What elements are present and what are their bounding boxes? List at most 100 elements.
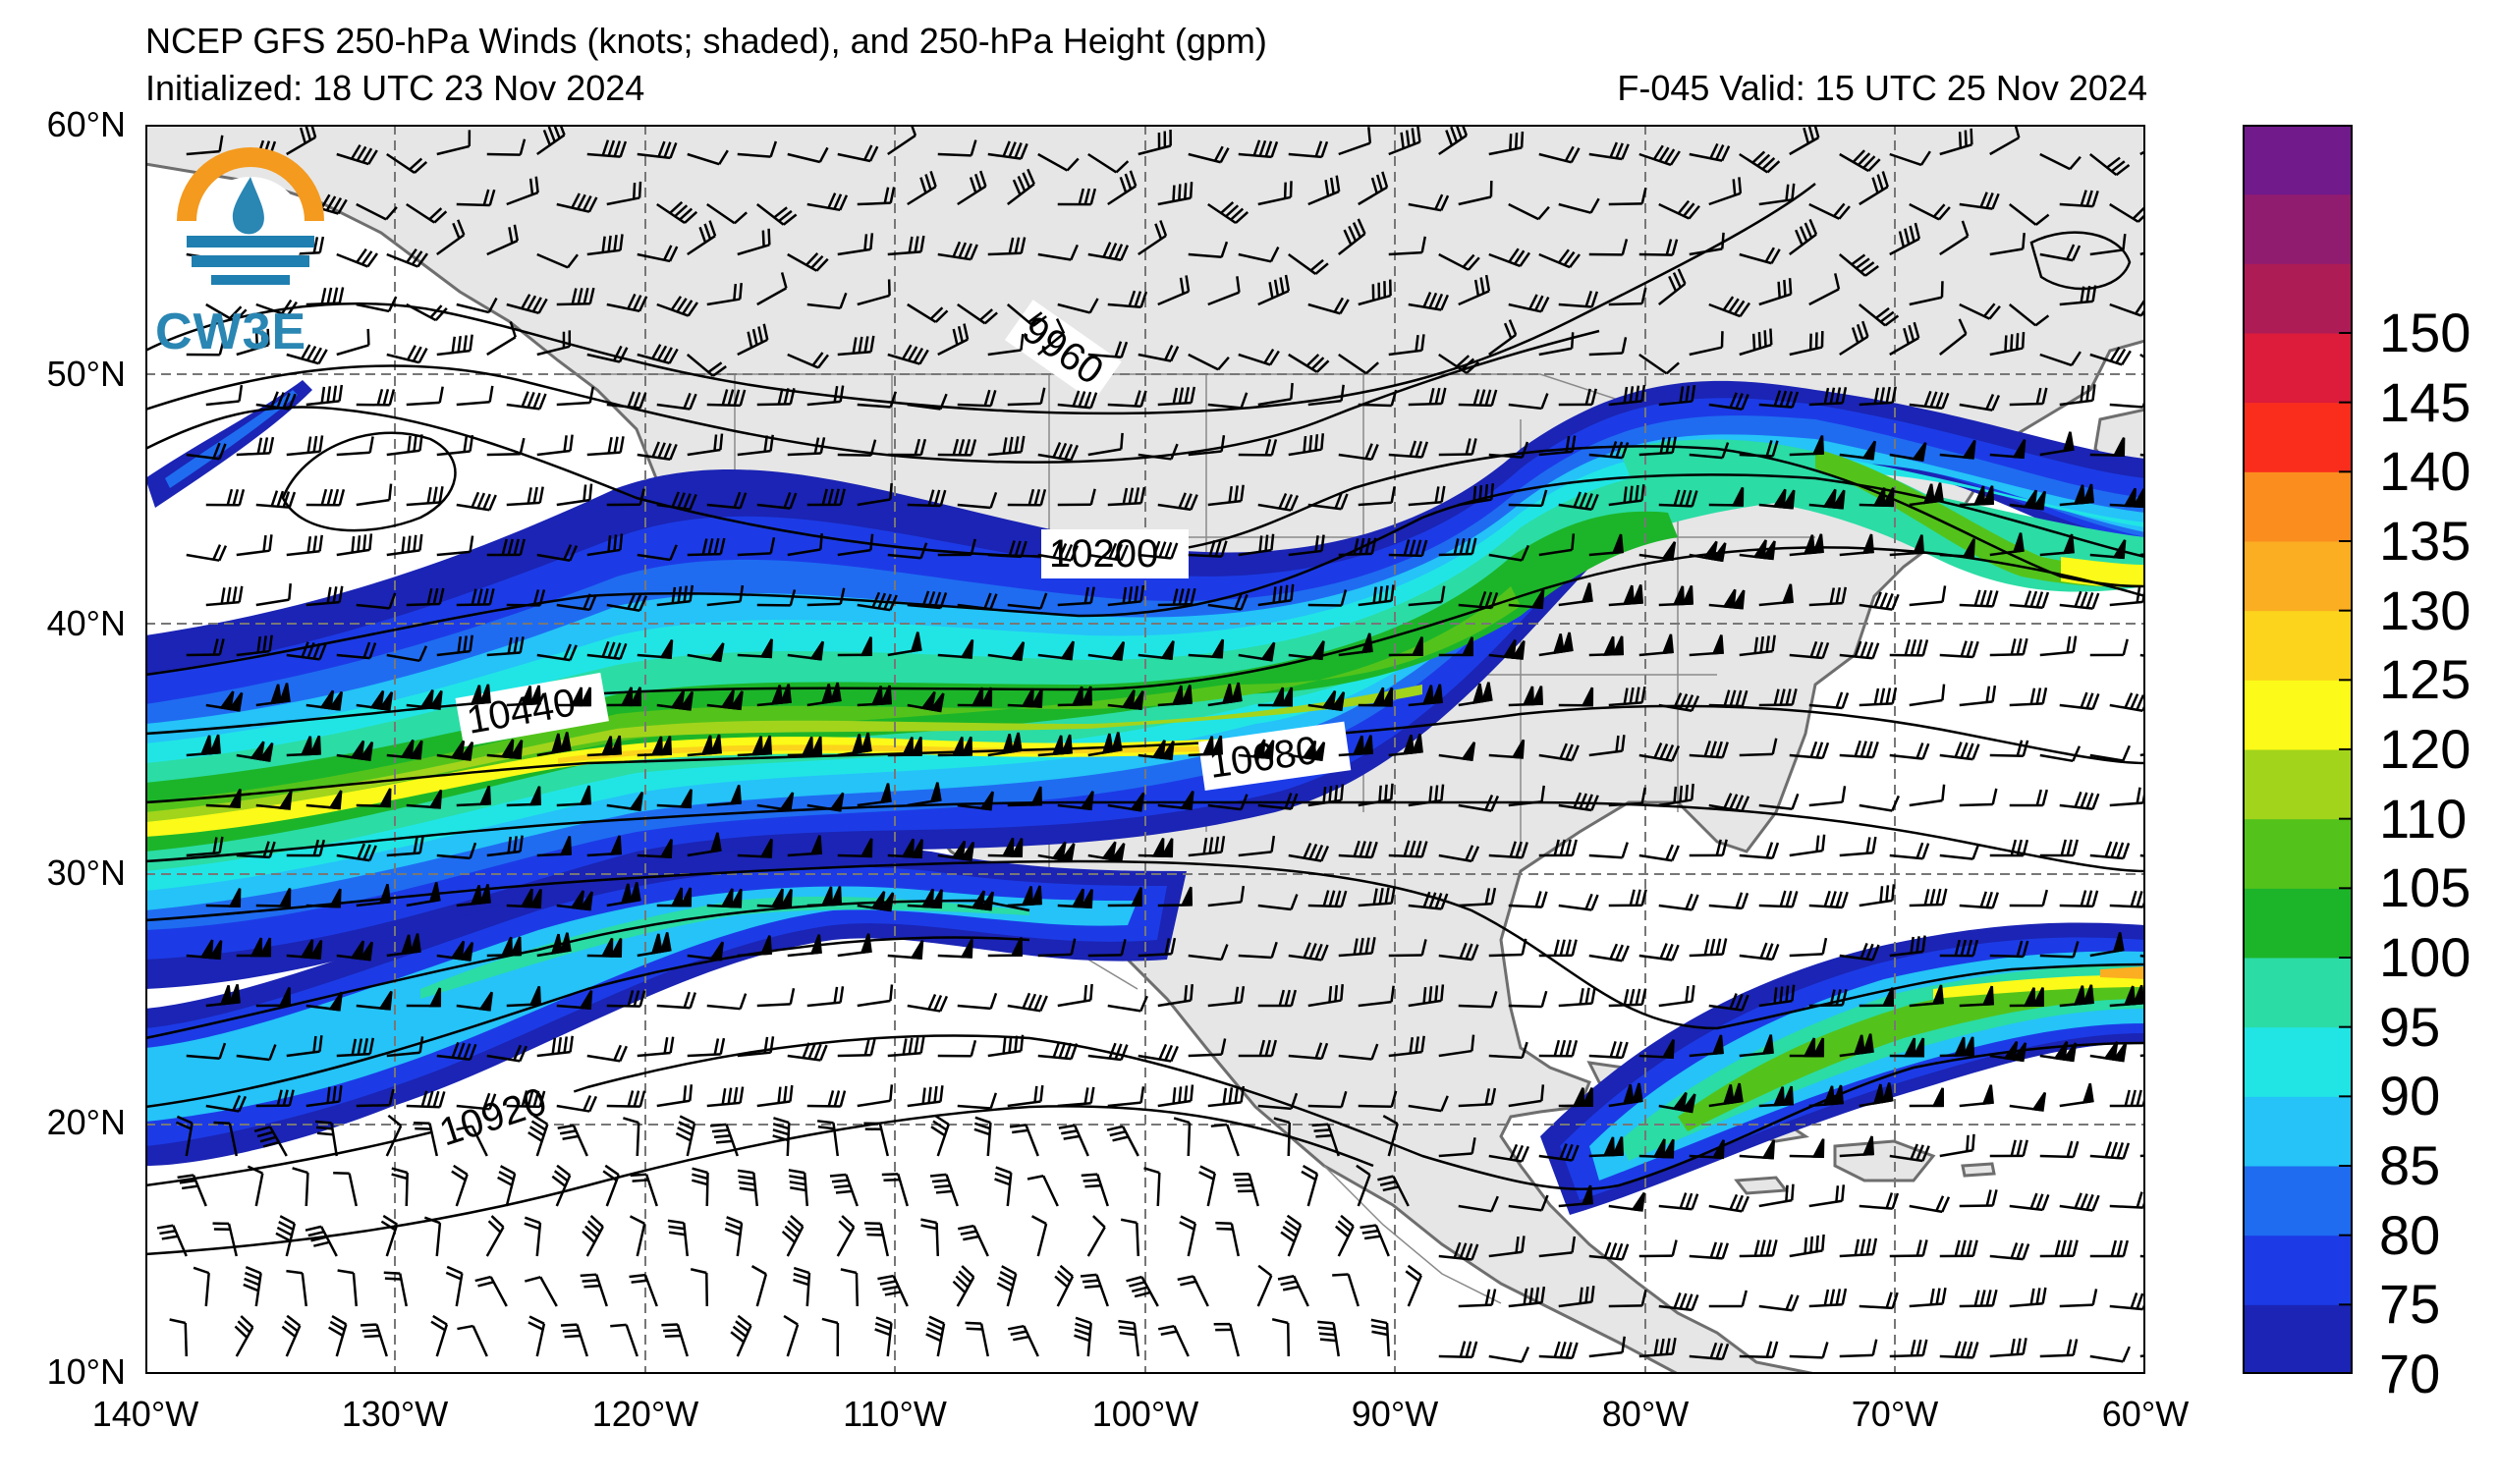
wind-barb-feather (1584, 893, 1593, 910)
wind-barb-feather (2010, 334, 2014, 351)
wind-barb-feather (1799, 226, 1808, 243)
colorbar-bin (2243, 749, 2353, 820)
wind-barb-feather (1465, 845, 1474, 861)
wind-barb-feather (1415, 840, 1422, 857)
wind-barb-feather (1465, 943, 1473, 960)
wind-barb-feather (1115, 160, 1130, 174)
wind-barb-feather (721, 389, 729, 406)
wind-barb-feather (2110, 160, 2126, 173)
wind-barb (1909, 698, 1943, 707)
wind-barb-feather (2085, 890, 2093, 907)
wind-barb (1538, 548, 1573, 557)
wind-barb-feather (821, 1317, 839, 1325)
wind-barb-feather (1072, 390, 1081, 407)
wind-barb-feather (983, 592, 992, 609)
wind-barb-feather (1932, 203, 1946, 218)
wind-barb-feather (1314, 845, 1324, 861)
wind-barb-feather (1584, 987, 1590, 1005)
wind-barb-feather (733, 211, 748, 225)
wind-barb-feather (958, 438, 966, 456)
wind-barb-feather (1871, 944, 1880, 961)
wind-barb-flag (1280, 687, 1294, 707)
wind-barb-feather (1534, 891, 1542, 907)
wind-barb (1588, 853, 1623, 859)
wind-barb-feather (1308, 943, 1317, 960)
height-contours (145, 183, 2145, 1256)
wind-barb-flag (1230, 682, 1243, 703)
wind-barb-feather (1337, 1220, 1352, 1233)
wind-barb-feather (1513, 249, 1526, 265)
wind-barb (1608, 801, 1642, 807)
wind-barb-feather (2091, 285, 2097, 302)
initialized-time: Initialized: 18 UTC 23 Nov 2024 (145, 68, 645, 108)
wind-barb-flag (679, 690, 694, 711)
wind-barb-feather (1854, 1238, 1860, 1256)
wind-barb (957, 1104, 991, 1110)
wind-barb (1036, 332, 1065, 356)
wind-barb-feather (356, 247, 367, 263)
wind-barb-feather (970, 439, 977, 456)
wind-barb-feather (1721, 232, 1725, 249)
wind-barb-flag (809, 934, 822, 955)
wind-barb-feather (1791, 793, 1800, 810)
wind-barb-feather (1960, 742, 1969, 759)
wind-barb-feather (1991, 1189, 1998, 1206)
wind-barb-feather (1208, 539, 1216, 557)
wind-barb-feather (329, 1320, 346, 1332)
lat-label-20n: 20°N (46, 1102, 126, 1142)
wind-barb-feather (1390, 985, 1395, 1003)
wind-barb-flag (2031, 1091, 2047, 1112)
wind-barb-feather (1230, 207, 1245, 221)
wind-barb-feather (1833, 202, 1846, 217)
wind-barb-feather (1370, 841, 1378, 858)
wind-barb-feather (2091, 1194, 2100, 1211)
wind-barb-feather (1791, 391, 1800, 409)
wind-barb-feather (633, 295, 642, 311)
wind-barb-flag (720, 689, 735, 710)
wind-barb-feather (1013, 1335, 1029, 1342)
wind-barb-feather (301, 641, 309, 658)
wind-barb-feather (1234, 986, 1240, 1004)
wind-barb-feather (527, 1090, 534, 1107)
wind-barb (1989, 137, 2020, 156)
wind-barb-feather (1688, 204, 1700, 220)
wind-barb-flag (2031, 987, 2045, 1008)
wind-barb-feather (1305, 354, 1320, 367)
wind-barb-feather (538, 1090, 546, 1108)
wind-barb-feather (2136, 694, 2145, 711)
wind-barb-feather (1841, 1288, 1848, 1305)
wind-barb-feather (687, 302, 698, 317)
wind-barb-feather (1669, 150, 1681, 166)
wind-barb (787, 152, 821, 164)
wind-barb-feather (488, 494, 497, 511)
wind-barb-feather (2074, 590, 2082, 608)
wind-barb-feather (999, 1270, 1016, 1281)
wind-barb-feather (1679, 785, 1684, 802)
wind-barb-flag (579, 687, 592, 707)
wind-barb-flag (1502, 639, 1517, 659)
wind-barb-feather (816, 354, 829, 369)
wind-barb-feather (362, 534, 367, 551)
lon-label-140w: 140°W (91, 1394, 199, 1434)
wind-barb-feather (1008, 436, 1014, 454)
wind-barb-feather (1785, 1184, 1789, 1202)
wind-barb-flag (910, 839, 923, 859)
wind-barb (857, 1099, 891, 1108)
wind-barb-feather (488, 385, 494, 403)
wind-barb-feather (719, 1037, 726, 1055)
wind-barb (1238, 252, 1272, 263)
wind-barb-flag (2023, 987, 2036, 1008)
wind-barb-feather (1324, 180, 1330, 196)
wind-barb-flag (951, 736, 965, 756)
wind-barb-feather (1733, 300, 1746, 315)
wind-barb-feather (1615, 1242, 1624, 1260)
wind-barb-feather (1290, 793, 1299, 810)
wind-barb-flag (1572, 1087, 1585, 1108)
wind-barb-feather (777, 1086, 782, 1104)
wind-barb-feather (1270, 140, 1279, 158)
wind-barb-flag (1761, 1139, 1776, 1160)
wind-barb-feather (2072, 1339, 2079, 1355)
wind-barb-feather (1052, 542, 1062, 559)
wind-barb-feather (1102, 242, 1112, 258)
wind-barb-feather (713, 434, 718, 451)
